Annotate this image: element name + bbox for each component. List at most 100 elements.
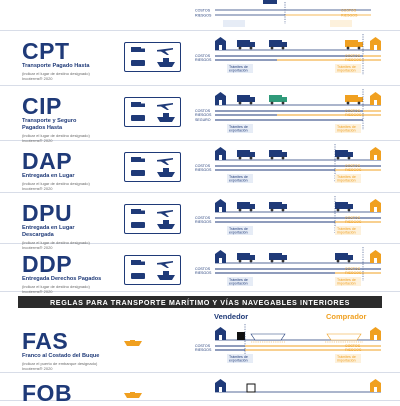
buyer-warehouse-icon	[370, 250, 381, 263]
incoterm-name: Entregada en Lugar	[22, 225, 75, 231]
incoterm-note: (indicar el lugar de destino designado) …	[22, 133, 90, 144]
train-icon	[131, 273, 145, 279]
riesgos-label-buyer: RIESGOS	[345, 348, 362, 352]
origin-truck-icon	[237, 40, 255, 50]
incoterm-name: Pagados Hasta	[22, 125, 63, 131]
incoterm-code: CPT	[22, 38, 70, 64]
export-clearance-label: Trámites de exportación	[229, 65, 248, 73]
costos-label: COSTOS	[195, 267, 211, 271]
export-clearance-box: Trámites de exportación	[227, 226, 253, 235]
buyer-warehouse-icon	[370, 37, 381, 50]
import-clearance-label: Trámites de importación	[337, 65, 356, 73]
incoterm-name: Transporte Pagado Hasta	[22, 63, 90, 69]
truck-icon	[131, 209, 145, 214]
riesgos-label-buyer: RIESGOS	[345, 58, 362, 62]
incoterm-note: (indicar el puerto de embarque designado…	[22, 361, 98, 372]
costos-label: COSTOS	[195, 344, 211, 348]
export-clearance-label: Trámites de exportación	[229, 125, 248, 133]
costos-label-buyer: COSTOS	[345, 109, 361, 113]
incoterm-name: Franco al Costado del Buque	[22, 353, 100, 359]
incoterm-code: DAP	[22, 148, 73, 174]
main-carriage-truck-icon	[269, 95, 287, 105]
export-clearance-label: Trámites de exportación	[229, 227, 248, 235]
incoterm-code: DDP	[22, 251, 73, 277]
import-clearance-label: Trámites de importación	[337, 125, 356, 133]
transport-modes-icon	[124, 204, 181, 234]
transport-modes-icon	[124, 255, 181, 285]
seller-warehouse-icon	[215, 379, 226, 392]
incoterm-row-fas: FAS Franco al Costado del Buque (indicar e…	[0, 320, 400, 373]
plane-icon	[157, 103, 173, 110]
origin-truck-icon	[237, 150, 255, 160]
truck-icon	[131, 47, 145, 52]
origin-truck-icon	[237, 202, 255, 212]
incoterm-row-dap: DAP Entregada en Lugar (indicar el lugar d…	[0, 140, 400, 193]
cargo-box-icon	[246, 383, 256, 393]
ship-icon	[157, 58, 175, 67]
transport-modes-icon	[124, 42, 181, 72]
top-riesgos-label-right: RIESGOS	[341, 14, 358, 18]
import-clearance-box: Trámites de importación	[335, 174, 361, 183]
riesgos-label-buyer: RIESGOS	[345, 168, 362, 172]
main-carriage-truck-icon	[269, 40, 287, 50]
export-clearance-box: Trámites de exportación	[227, 124, 253, 133]
ship-icon	[157, 113, 175, 122]
costos-label-buyer: COSTOS	[345, 267, 361, 271]
vessel-icon	[250, 333, 286, 341]
origin-truck-icon	[237, 95, 255, 105]
costos-label: COSTOS	[195, 109, 211, 113]
seller-warehouse-icon	[215, 327, 226, 340]
responsibility-diagram	[215, 379, 381, 393]
ship-icon	[124, 333, 142, 346]
ship-icon	[157, 168, 175, 177]
incoterm-note: (indicar el lugar de destino designado) …	[22, 71, 90, 82]
seller-warehouse-icon	[215, 250, 226, 263]
import-clearance-box: Trámites de importación	[335, 64, 361, 73]
incoterm-note: (indicar el lugar de destino designado) …	[22, 284, 90, 295]
riesgos-label: RIESGOS	[195, 271, 212, 275]
costos-label-buyer: COSTOS	[345, 164, 361, 168]
import-clearance-box: Trámites de importación	[335, 226, 361, 235]
incoterm-code: FOB	[22, 380, 73, 406]
incoterm-name: Descargada	[22, 232, 54, 238]
import-clearance-box: Trámites de importación	[335, 124, 361, 133]
destination-truck-icon	[345, 40, 363, 50]
top-costos-label: COSTOS	[195, 9, 211, 13]
export-clearance-label: Trámites de exportación	[229, 175, 248, 183]
train-icon	[131, 170, 145, 176]
incoterm-name: Entregada Derechos Pagados	[22, 276, 102, 282]
ship-icon	[124, 385, 142, 398]
seller-warehouse-icon	[215, 37, 226, 50]
buyer-warehouse-icon	[370, 199, 381, 212]
transport-modes-icon	[124, 152, 181, 182]
top-fragment-row: COSTOS RIESGOS COSTOS RIESGOS	[0, 0, 400, 31]
buyer-warehouse-icon	[370, 147, 381, 160]
buyer-warehouse-icon	[370, 327, 381, 340]
export-clearance-label: Trámites de exportación	[229, 355, 248, 363]
export-clearance-box: Trámites de exportación	[227, 64, 253, 73]
seller-header: Vendedor	[214, 312, 249, 321]
destination-truck-icon	[335, 253, 353, 263]
incoterm-row-dpu: DPU Entregada en Lugar Descargada (indicar …	[0, 192, 400, 250]
export-clearance-box: Trámites de exportación	[227, 354, 253, 363]
destination-truck-icon	[335, 150, 353, 160]
costos-label: COSTOS	[195, 164, 211, 168]
destination-truck-icon	[345, 95, 363, 105]
buyer-header: Comprador	[326, 312, 367, 321]
costos-label-buyer: COSTOS	[345, 344, 361, 348]
import-clearance-box: Trámites de importación	[335, 354, 361, 363]
import-clearance-label: Trámites de importación	[337, 227, 356, 235]
costos-label: COSTOS	[195, 216, 211, 220]
incoterm-note: (indicar el lugar de destino designado) …	[22, 240, 90, 251]
plane-icon	[157, 158, 173, 165]
riesgos-label: RIESGOS	[195, 58, 212, 62]
import-clearance-label: Trámites de importación	[337, 278, 356, 286]
main-carriage-truck-icon	[269, 150, 287, 160]
seller-warehouse-icon	[215, 92, 226, 105]
riesgos-label-buyer: RIESGOS	[345, 113, 362, 117]
seller-warehouse-icon	[215, 147, 226, 160]
train-icon	[131, 60, 145, 66]
